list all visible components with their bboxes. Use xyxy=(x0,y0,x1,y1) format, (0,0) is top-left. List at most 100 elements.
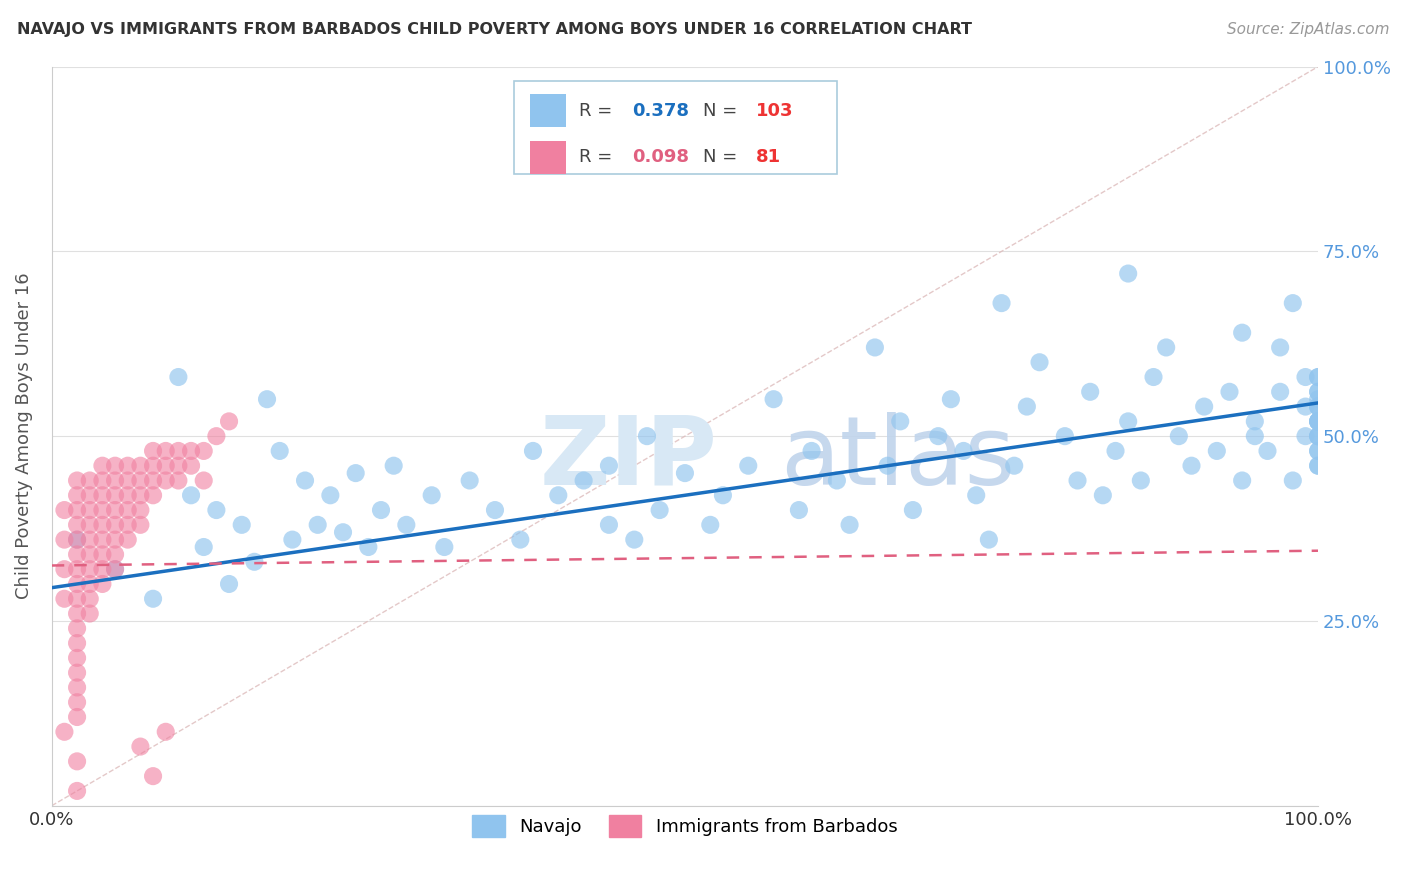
Point xyxy=(117,458,139,473)
Point xyxy=(825,474,848,488)
Point xyxy=(91,488,114,502)
Text: N =: N = xyxy=(703,148,742,166)
Point xyxy=(1308,458,1330,473)
Point xyxy=(91,533,114,547)
Text: 0.378: 0.378 xyxy=(631,102,689,120)
Point xyxy=(294,474,316,488)
Point xyxy=(218,577,240,591)
Point xyxy=(256,392,278,407)
Point xyxy=(269,444,291,458)
Point xyxy=(66,710,89,724)
Point xyxy=(53,533,76,547)
Point xyxy=(167,474,190,488)
Point xyxy=(1308,444,1330,458)
Text: Source: ZipAtlas.com: Source: ZipAtlas.com xyxy=(1226,22,1389,37)
Point xyxy=(547,488,569,502)
Point xyxy=(370,503,392,517)
Point xyxy=(66,665,89,680)
Point xyxy=(1281,474,1303,488)
Point xyxy=(155,444,177,458)
Point xyxy=(66,755,89,769)
Point xyxy=(104,474,127,488)
Point xyxy=(1308,400,1330,414)
Point xyxy=(142,444,165,458)
Point xyxy=(522,444,544,458)
Point xyxy=(307,517,329,532)
Point xyxy=(1230,326,1253,340)
Point xyxy=(1167,429,1189,443)
Point xyxy=(344,466,367,480)
Point xyxy=(1078,384,1101,399)
Point xyxy=(79,503,101,517)
Point xyxy=(79,548,101,562)
Point xyxy=(142,458,165,473)
Point xyxy=(66,488,89,502)
Point xyxy=(1142,370,1164,384)
Point xyxy=(1308,414,1330,428)
Point xyxy=(990,296,1012,310)
Point xyxy=(1308,429,1330,443)
Text: N =: N = xyxy=(703,102,742,120)
Point xyxy=(572,474,595,488)
Y-axis label: Child Poverty Among Boys Under 16: Child Poverty Among Boys Under 16 xyxy=(15,273,32,599)
Point xyxy=(1104,444,1126,458)
Point xyxy=(395,517,418,532)
Point xyxy=(104,458,127,473)
Text: 0.098: 0.098 xyxy=(631,148,689,166)
Point xyxy=(66,681,89,695)
Point xyxy=(142,769,165,783)
Point xyxy=(129,739,152,754)
Point xyxy=(91,517,114,532)
Point xyxy=(357,540,380,554)
Point xyxy=(79,517,101,532)
Point xyxy=(509,533,531,547)
Point xyxy=(104,503,127,517)
Point xyxy=(79,488,101,502)
Point xyxy=(1205,444,1227,458)
Point xyxy=(1192,400,1215,414)
Point xyxy=(927,429,949,443)
Point xyxy=(218,414,240,428)
Point xyxy=(193,444,215,458)
Point xyxy=(155,724,177,739)
Point xyxy=(66,621,89,635)
Point xyxy=(1308,392,1330,407)
Point xyxy=(79,591,101,606)
Text: 81: 81 xyxy=(756,148,780,166)
Point xyxy=(977,533,1000,547)
Point xyxy=(180,458,202,473)
Point xyxy=(117,503,139,517)
Point xyxy=(1129,474,1152,488)
Text: NAVAJO VS IMMIGRANTS FROM BARBADOS CHILD POVERTY AMONG BOYS UNDER 16 CORRELATION: NAVAJO VS IMMIGRANTS FROM BARBADOS CHILD… xyxy=(17,22,972,37)
Point xyxy=(66,533,89,547)
Text: R =: R = xyxy=(578,148,617,166)
Point xyxy=(142,474,165,488)
Point xyxy=(205,503,228,517)
Point xyxy=(1243,414,1265,428)
Point xyxy=(889,414,911,428)
Point xyxy=(737,458,759,473)
Point xyxy=(1281,296,1303,310)
Point xyxy=(91,458,114,473)
FancyBboxPatch shape xyxy=(530,94,565,128)
Point xyxy=(167,444,190,458)
Point xyxy=(117,488,139,502)
Point xyxy=(1308,370,1330,384)
Point xyxy=(66,548,89,562)
Point xyxy=(104,562,127,576)
Point xyxy=(1308,414,1330,428)
Point xyxy=(1308,444,1330,458)
Point xyxy=(117,533,139,547)
Point xyxy=(458,474,481,488)
Point xyxy=(79,562,101,576)
Point xyxy=(129,517,152,532)
Point xyxy=(648,503,671,517)
Point xyxy=(901,503,924,517)
Point xyxy=(180,488,202,502)
Point xyxy=(1243,429,1265,443)
Point xyxy=(91,548,114,562)
Point xyxy=(1053,429,1076,443)
Point xyxy=(1308,400,1330,414)
Point xyxy=(1308,384,1330,399)
Point xyxy=(180,444,202,458)
